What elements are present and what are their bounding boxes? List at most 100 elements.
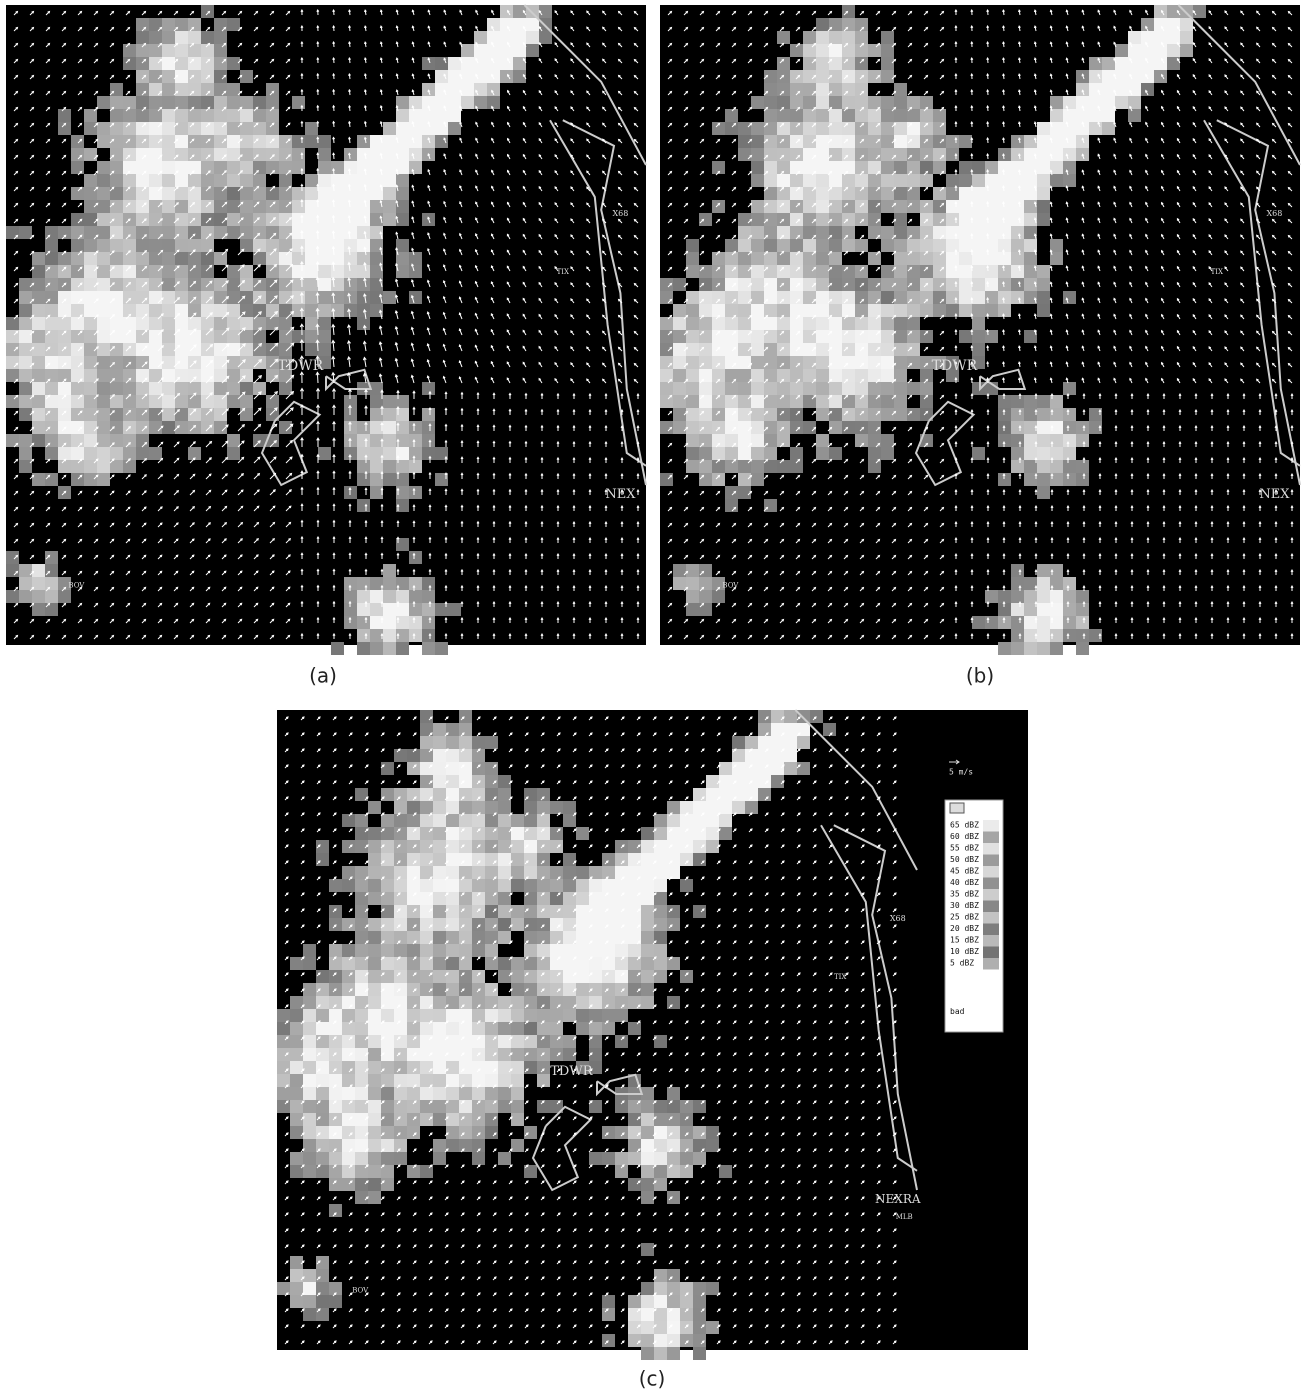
reflectivity-cell <box>972 278 985 291</box>
reflectivity-cell <box>136 239 149 252</box>
reflectivity-cell <box>764 291 777 304</box>
reflectivity-cell <box>188 135 201 148</box>
reflectivity-cell <box>136 395 149 408</box>
reflectivity-cell <box>240 135 253 148</box>
reflectivity-cell <box>175 382 188 395</box>
reflectivity-cell <box>227 369 240 382</box>
reflectivity-cell <box>907 278 920 291</box>
reflectivity-cell <box>71 239 84 252</box>
reflectivity-cell <box>459 762 472 775</box>
reflectivity-cell <box>97 434 110 447</box>
reflectivity-cell <box>803 44 816 57</box>
reflectivity-cell <box>227 161 240 174</box>
reflectivity-cell <box>985 161 998 174</box>
reflectivity-cell <box>370 252 383 265</box>
reflectivity-cell <box>686 239 699 252</box>
reflectivity-cell <box>370 603 383 616</box>
reflectivity-cell <box>175 200 188 213</box>
reflectivity-cell <box>660 473 673 486</box>
reflectivity-cell <box>712 317 725 330</box>
reflectivity-cell <box>829 291 842 304</box>
reflectivity-cell <box>907 317 920 330</box>
reflectivity-cell <box>381 762 394 775</box>
reflectivity-cell <box>45 603 58 616</box>
reflectivity-cell <box>32 434 45 447</box>
reflectivity-cell <box>136 96 149 109</box>
reflectivity-cell <box>409 122 422 135</box>
reflectivity-cell <box>84 226 97 239</box>
reflectivity-cell <box>318 200 331 213</box>
reflectivity-cell <box>1076 421 1089 434</box>
reflectivity-cell <box>110 421 123 434</box>
reflectivity-cell <box>1115 70 1128 83</box>
reflectivity-cell <box>383 148 396 161</box>
reflectivity-cell <box>699 447 712 460</box>
reflectivity-cell <box>227 18 240 31</box>
reflectivity-cell <box>71 434 84 447</box>
reflectivity-cell <box>764 382 777 395</box>
reflectivity-cell <box>526 18 539 31</box>
reflectivity-cell <box>1063 577 1076 590</box>
reflectivity-cell <box>32 252 45 265</box>
reflectivity-cell <box>357 473 370 486</box>
reflectivity-cell <box>790 96 803 109</box>
reflectivity-cell <box>201 421 214 434</box>
reflectivity-cell <box>985 616 998 629</box>
reflectivity-cell <box>448 57 461 70</box>
reflectivity-cell <box>357 200 370 213</box>
reflectivity-cell <box>758 749 771 762</box>
reflectivity-cell <box>1050 590 1063 603</box>
reflectivity-cell <box>758 762 771 775</box>
reflectivity-cell <box>420 736 433 749</box>
reflectivity-cell <box>110 252 123 265</box>
reflectivity-cell <box>500 5 513 18</box>
reflectivity-cell <box>764 304 777 317</box>
reflectivity-cell <box>459 736 472 749</box>
reflectivity-cell <box>136 213 149 226</box>
reflectivity-cell <box>842 31 855 44</box>
reflectivity-cell <box>1076 616 1089 629</box>
reflectivity-cell <box>894 291 907 304</box>
reflectivity-cell <box>253 226 266 239</box>
reflectivity-cell <box>136 135 149 148</box>
reflectivity-cell <box>868 109 881 122</box>
reflectivity-cell <box>1141 70 1154 83</box>
reflectivity-cell <box>972 317 985 330</box>
reflectivity-cell <box>188 395 201 408</box>
reflectivity-cell <box>738 486 751 499</box>
reflectivity-cell <box>868 382 881 395</box>
reflectivity-cell <box>816 187 829 200</box>
reflectivity-cell <box>777 148 790 161</box>
reflectivity-cell <box>920 252 933 265</box>
reflectivity-cell <box>188 44 201 57</box>
reflectivity-cell <box>764 174 777 187</box>
reflectivity-cell <box>123 135 136 148</box>
reflectivity-cell <box>459 775 472 788</box>
reflectivity-cell <box>97 304 110 317</box>
reflectivity-cell <box>673 421 686 434</box>
reflectivity-cell <box>214 343 227 356</box>
reflectivity-cell <box>175 356 188 369</box>
reflectivity-cell <box>409 252 422 265</box>
reflectivity-cell <box>175 57 188 70</box>
reflectivity-cell <box>1037 122 1050 135</box>
reflectivity-cell <box>357 265 370 278</box>
reflectivity-cell <box>894 174 907 187</box>
reflectivity-cell <box>881 57 894 70</box>
reflectivity-cell <box>1037 616 1050 629</box>
reflectivity-cell <box>881 239 894 252</box>
reflectivity-cell <box>279 239 292 252</box>
reflectivity-cell <box>972 291 985 304</box>
reflectivity-cell <box>19 278 32 291</box>
reflectivity-cell <box>227 395 240 408</box>
reflectivity-cell <box>1167 18 1180 31</box>
reflectivity-cell <box>149 57 162 70</box>
reflectivity-cell <box>1089 122 1102 135</box>
reflectivity-cell <box>500 18 513 31</box>
reflectivity-cell <box>32 356 45 369</box>
reflectivity-cell <box>751 148 764 161</box>
reflectivity-cell <box>162 421 175 434</box>
reflectivity-cell <box>305 252 318 265</box>
reflectivity-cell <box>920 382 933 395</box>
reflectivity-cell <box>266 148 279 161</box>
